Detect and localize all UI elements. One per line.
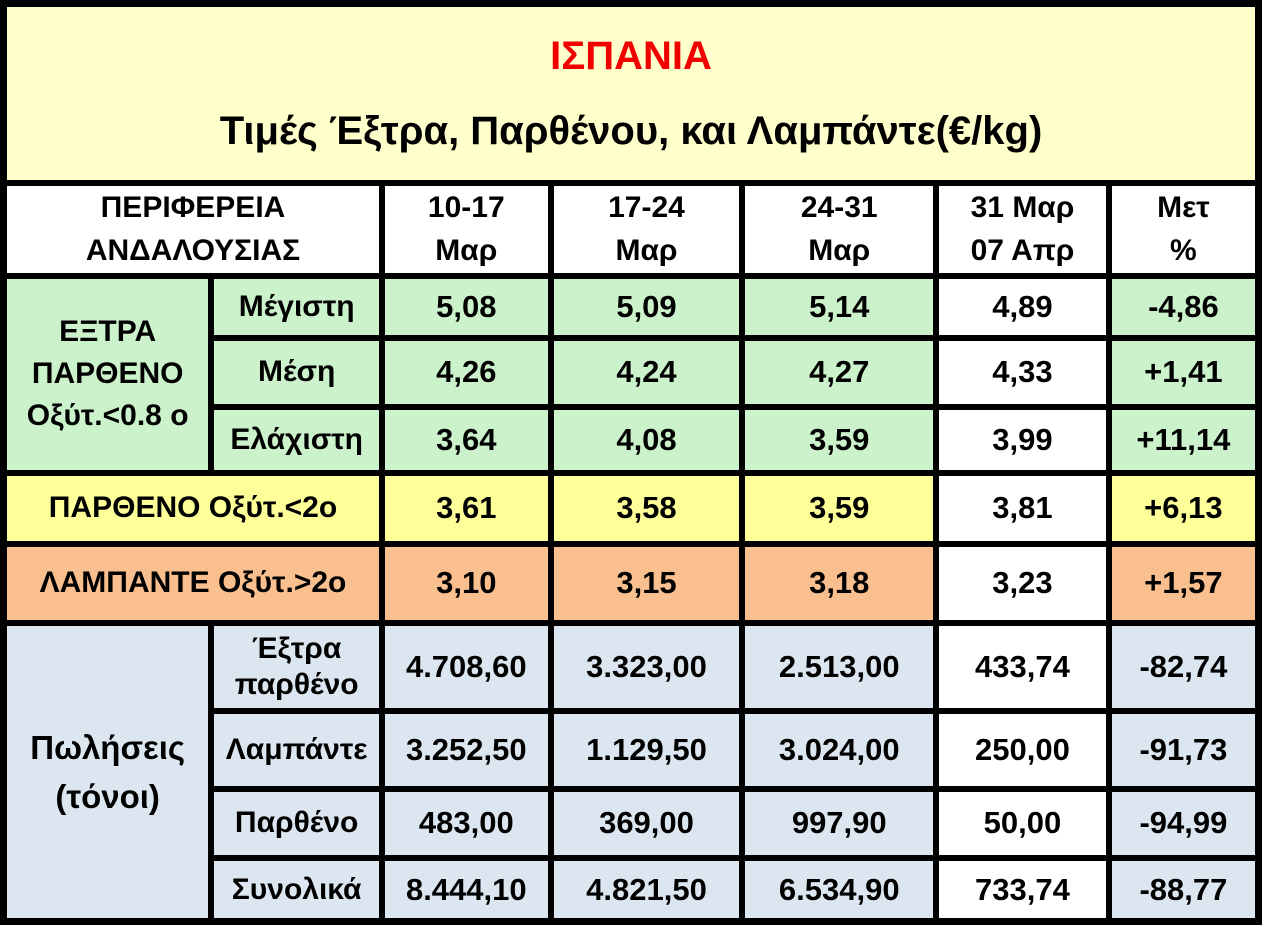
price-cell: 5,14	[739, 272, 940, 341]
sales-cell: 3.323,00	[547, 619, 746, 714]
sales-cell-latest: 50,00	[933, 785, 1112, 861]
period-header-2: 17-24 Μαρ	[547, 179, 746, 279]
section-label-extra-virgin: ΕΞΤΡΑ ΠΑΡΘΕΝΟ Οξύτ.<0.8 ο	[0, 272, 215, 476]
sales-lampante-row: Λαμπάντε 3.252,50 1.129,50 3.024,00 250,…	[4, 707, 1262, 792]
price-cell: 4,26	[378, 334, 554, 410]
price-cell: 3,59	[739, 403, 940, 476]
section-label-virgin: ΠΑΡΘΕΝΟ Οξύτ.<2ο	[0, 469, 385, 547]
sales-cell: 4.821,50	[547, 854, 746, 925]
sales-cell: 3.252,50	[378, 707, 554, 792]
price-cell-latest: 3,81	[933, 469, 1112, 547]
section-label-sales: Πωλήσεις (τόνοι)	[0, 619, 215, 925]
price-cell: 3,64	[378, 403, 554, 476]
extra-virgin-max-row: ΕΞΤΡΑ ΠΑΡΘΕΝΟ Οξύτ.<0.8 ο Μέγιστη 5,08 5…	[0, 272, 1262, 476]
change-cell: -91,73	[1105, 707, 1262, 792]
header-row: ΠΕΡΙΦΕΡΕΙΑ ΑΝΔΑΛΟΥΣΙΑΣ 10-17 Μαρ 17-24 Μ…	[0, 179, 1262, 279]
sales-cell-latest: 733,74	[933, 854, 1112, 925]
price-cell-latest: 3,23	[933, 540, 1112, 626]
change-cell: -94,99	[1105, 785, 1262, 861]
lampante-row: ΛΑΜΠΑΝΤΕ Οξύτ.>2ο 3,10 3,15 3,18 3,23 +1…	[0, 540, 1262, 626]
sales-cell-latest: 250,00	[933, 707, 1112, 792]
row-label-avg: Μέση	[208, 334, 385, 410]
sales-cell: 483,00	[378, 785, 554, 861]
sales-cell: 3.024,00	[739, 707, 940, 792]
change-cell: -4,86	[1105, 272, 1262, 341]
price-cell-latest: 4,89	[933, 272, 1112, 341]
row-label-virgin-sales: Παρθένο	[208, 785, 385, 861]
sales-virgin-row: Παρθένο 483,00 369,00 997,90 50,00 -94,9…	[4, 785, 1262, 861]
sales-total-row: Συνολικά 8.444,10 4.821,50 6.534,90 733,…	[4, 854, 1262, 925]
row-label-max: Μέγιστη	[208, 272, 385, 341]
virgin-row: ΠΑΡΘΕΝΟ Οξύτ.<2ο 3,61 3,58 3,59 3,81 +6,…	[0, 469, 1262, 547]
period-header-1: 10-17 Μαρ	[378, 179, 554, 279]
row-label-min: Ελάχιστη	[208, 403, 385, 476]
price-cell: 4,24	[547, 334, 746, 410]
section-label-lampante: ΛΑΜΠΑΝΤΕ Οξύτ.>2ο	[0, 540, 385, 626]
price-cell: 3,10	[378, 540, 554, 626]
sales-cell: 997,90	[739, 785, 940, 861]
change-header: Μετ %	[1105, 179, 1262, 279]
price-cell: 5,09	[547, 272, 746, 341]
sales-cell: 8.444,10	[378, 854, 554, 925]
change-cell: +6,13	[1105, 469, 1262, 547]
sales-extra-virgin-row: Πωλήσεις (τόνοι) Έξτρα παρθένο 4.708,60 …	[0, 619, 1262, 925]
sales-cell: 1.129,50	[547, 707, 746, 792]
change-cell: +1,57	[1105, 540, 1262, 626]
extra-virgin-avg-row: Μέση 4,26 4,24 4,27 4,33 +1,41	[4, 334, 1262, 410]
table-subtitle: Τιμές Έξτρα, Παρθένου, και Λαμπάντε(€/kg…	[219, 109, 1043, 154]
country-title: ΙΣΠΑΝΙΑ	[550, 33, 712, 78]
sales-cell-latest: 433,74	[933, 619, 1112, 714]
extra-virgin-min-row: Ελάχιστη 3,64 4,08 3,59 3,99 +11,14	[4, 403, 1262, 476]
table-title-block: ΙΣΠΑΝΙΑ Τιμές Έξτρα, Παρθένου, και Λαμπά…	[0, 0, 1262, 186]
price-cell: 3,18	[739, 540, 940, 626]
price-cell-latest: 3,99	[933, 403, 1112, 476]
change-cell: +1,41	[1105, 334, 1262, 410]
price-cell: 3,59	[739, 469, 940, 547]
price-cell: 3,58	[547, 469, 746, 547]
sales-cell: 4.708,60	[378, 619, 554, 714]
change-cell: +11,14	[1105, 403, 1262, 476]
period-header-3: 24-31 Μαρ	[739, 179, 940, 279]
period-header-4: 31 Μαρ 07 Απρ	[933, 179, 1112, 279]
row-label-total-sales: Συνολικά	[208, 854, 385, 925]
sales-cell: 6.534,90	[739, 854, 940, 925]
title-row: ΙΣΠΑΝΙΑ Τιμές Έξτρα, Παρθένου, και Λαμπά…	[0, 0, 1262, 186]
change-cell: -82,74	[1105, 619, 1262, 714]
price-cell-latest: 4,33	[933, 334, 1112, 410]
change-cell: -88,77	[1105, 854, 1262, 925]
row-label-extra-virgin-sales: Έξτρα παρθένο	[208, 619, 385, 714]
region-header-cell: ΠΕΡΙΦΕΡΕΙΑ ΑΝΔΑΛΟΥΣΙΑΣ	[0, 179, 385, 279]
price-cell: 4,08	[547, 403, 746, 476]
price-cell: 5,08	[378, 272, 554, 341]
sales-cell: 2.513,00	[739, 619, 940, 714]
row-label-lampante-sales: Λαμπάντε	[208, 707, 385, 792]
price-cell: 4,27	[739, 334, 940, 410]
price-cell: 3,61	[378, 469, 554, 547]
sales-cell: 369,00	[547, 785, 746, 861]
price-cell: 3,15	[547, 540, 746, 626]
